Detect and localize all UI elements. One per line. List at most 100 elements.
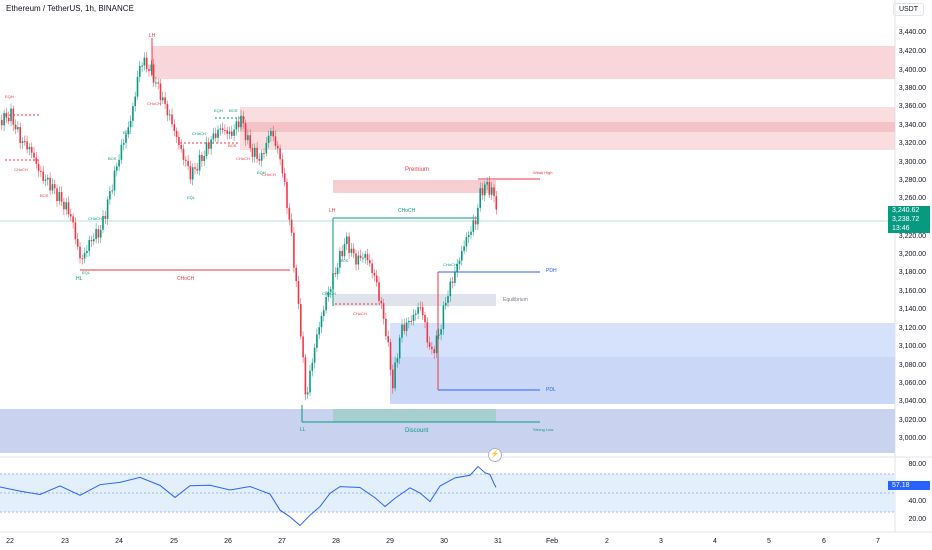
price-label: 3,040.00 bbox=[898, 398, 926, 405]
candle-body bbox=[461, 250, 463, 261]
candle-body bbox=[484, 184, 486, 196]
choch-label: CHoCH bbox=[322, 291, 336, 296]
candle-body bbox=[283, 173, 286, 183]
candle-body bbox=[435, 335, 438, 354]
candle-body bbox=[99, 229, 102, 238]
candle-body bbox=[237, 121, 240, 128]
candle-body bbox=[143, 57, 146, 66]
candle-body bbox=[17, 127, 19, 130]
candle-body bbox=[375, 275, 378, 283]
candle-body bbox=[191, 167, 194, 180]
candle-body bbox=[116, 166, 118, 171]
candle-body bbox=[336, 267, 339, 274]
choch-label: CHoCH bbox=[147, 101, 161, 106]
countdown-tag: 13:46 bbox=[888, 224, 930, 233]
price-tag: 3,240.62 bbox=[888, 206, 930, 215]
candle-body bbox=[256, 147, 258, 159]
bos-label: BOS bbox=[123, 130, 132, 135]
candle-body bbox=[290, 219, 293, 233]
candle-body bbox=[316, 334, 318, 348]
candle-body bbox=[14, 124, 17, 130]
candle-body bbox=[58, 192, 61, 201]
candle-body bbox=[132, 106, 134, 121]
candle-body bbox=[201, 154, 203, 161]
candle-body bbox=[233, 129, 235, 136]
candle-body bbox=[417, 307, 419, 314]
candle-body bbox=[373, 272, 376, 276]
lh-label: LH bbox=[149, 33, 156, 39]
candle-body bbox=[42, 171, 44, 181]
candle-body bbox=[53, 184, 56, 189]
candle-body bbox=[95, 229, 97, 240]
candle-body bbox=[398, 337, 401, 359]
candlestick-series bbox=[1, 51, 498, 401]
rsi-line bbox=[0, 465, 497, 527]
candle-body bbox=[56, 188, 58, 201]
currency-button[interactable]: USDT bbox=[892, 3, 924, 16]
bos-label: BOS bbox=[228, 143, 237, 148]
candle-body bbox=[214, 133, 217, 138]
candle-body bbox=[185, 159, 187, 161]
candle-body bbox=[72, 216, 74, 223]
candle-body bbox=[67, 202, 70, 215]
candle-body bbox=[421, 307, 424, 316]
rsi-label: 40.00 bbox=[908, 498, 926, 505]
candle-body bbox=[364, 254, 366, 258]
symbol-title[interactable]: Ethereum / TetherUS, 1h, BINANCE bbox=[6, 4, 134, 13]
lightning-icon[interactable]: ⚡ bbox=[488, 448, 502, 462]
candle-body bbox=[26, 141, 28, 150]
candle-body bbox=[371, 263, 373, 273]
price-label: 3,100.00 bbox=[898, 343, 926, 350]
candle-body bbox=[44, 179, 47, 181]
discount-zone bbox=[333, 409, 496, 422]
candle-body bbox=[323, 310, 325, 316]
candle-body bbox=[148, 68, 150, 71]
equilibrium-zone bbox=[333, 294, 496, 306]
choch-label: CHoCH bbox=[14, 167, 28, 172]
candle-body bbox=[272, 131, 274, 137]
candle-body bbox=[205, 142, 208, 156]
candle-body bbox=[247, 135, 249, 141]
premium-label: Premium bbox=[405, 167, 430, 173]
candle-body bbox=[129, 120, 132, 128]
candle-body bbox=[346, 236, 348, 245]
price-label: 3,000.00 bbox=[898, 435, 926, 442]
candle-body bbox=[412, 314, 415, 322]
candle-body bbox=[300, 303, 302, 337]
candle-body bbox=[28, 147, 31, 150]
candle-body bbox=[35, 157, 38, 164]
candle-body bbox=[410, 321, 412, 323]
choch-label: CHoCH bbox=[236, 156, 250, 161]
candle-body bbox=[70, 214, 72, 217]
candle-body bbox=[463, 246, 465, 251]
candle-body bbox=[83, 253, 86, 259]
candle-body bbox=[355, 253, 357, 265]
candle-body bbox=[486, 182, 488, 185]
candle-body bbox=[267, 135, 270, 143]
candle-body bbox=[74, 222, 77, 240]
candle-body bbox=[40, 170, 42, 172]
candle-body bbox=[467, 234, 470, 238]
weak-high-label: Weak High bbox=[533, 170, 553, 175]
bos-label: BOS bbox=[229, 108, 238, 113]
candle-body bbox=[235, 121, 238, 130]
candle-body bbox=[433, 349, 435, 354]
candle-body bbox=[173, 124, 176, 131]
candle-body bbox=[37, 163, 40, 171]
candle-body bbox=[474, 220, 477, 225]
eql-label: EQL bbox=[187, 195, 196, 200]
candle-body bbox=[159, 83, 162, 101]
candle-body bbox=[352, 248, 355, 254]
candle-body bbox=[332, 273, 334, 290]
candle-body bbox=[440, 329, 442, 335]
candle-body bbox=[33, 152, 35, 158]
candle-body bbox=[81, 258, 84, 260]
candle-body bbox=[226, 130, 228, 134]
price-label: 3,120.00 bbox=[898, 325, 926, 332]
candle-body bbox=[111, 190, 113, 192]
candle-body bbox=[109, 191, 111, 200]
candle-body bbox=[127, 127, 130, 135]
last-price-tag: 3,238.72 bbox=[888, 215, 930, 224]
rsi-value-tag: 57.18 bbox=[888, 481, 930, 490]
